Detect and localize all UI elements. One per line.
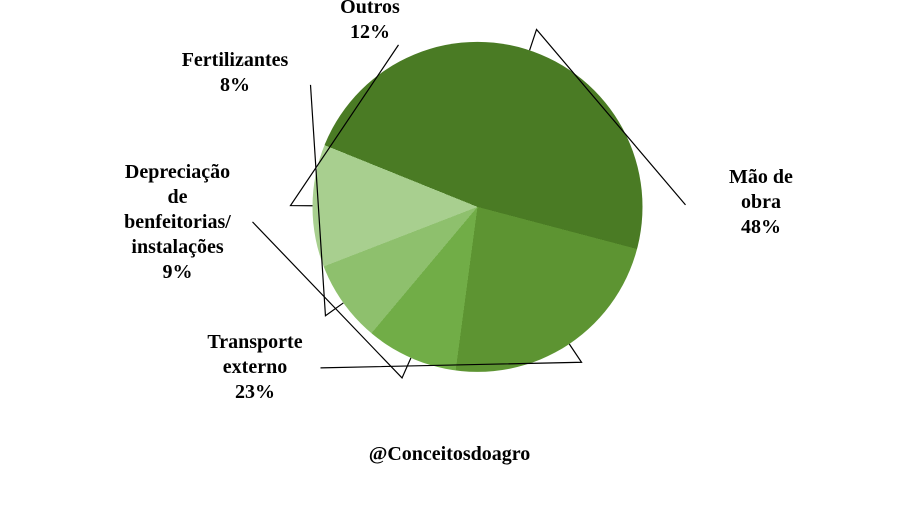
slice-label-outros: Outros 12% bbox=[310, 0, 430, 45]
slice-label-transporte: Transporte externo 23% bbox=[180, 330, 330, 405]
slice-label-fertilizantes: Fertilizantes 8% bbox=[155, 48, 315, 98]
footer-credit: @Conceitosdoagro bbox=[369, 443, 531, 466]
pie-chart bbox=[312, 42, 642, 372]
slice-label-depreciacao: Depreciação de benfeitorias/ instalações… bbox=[100, 160, 255, 285]
slice-label-mao-de-obra: Mão de obra 48% bbox=[686, 165, 836, 240]
